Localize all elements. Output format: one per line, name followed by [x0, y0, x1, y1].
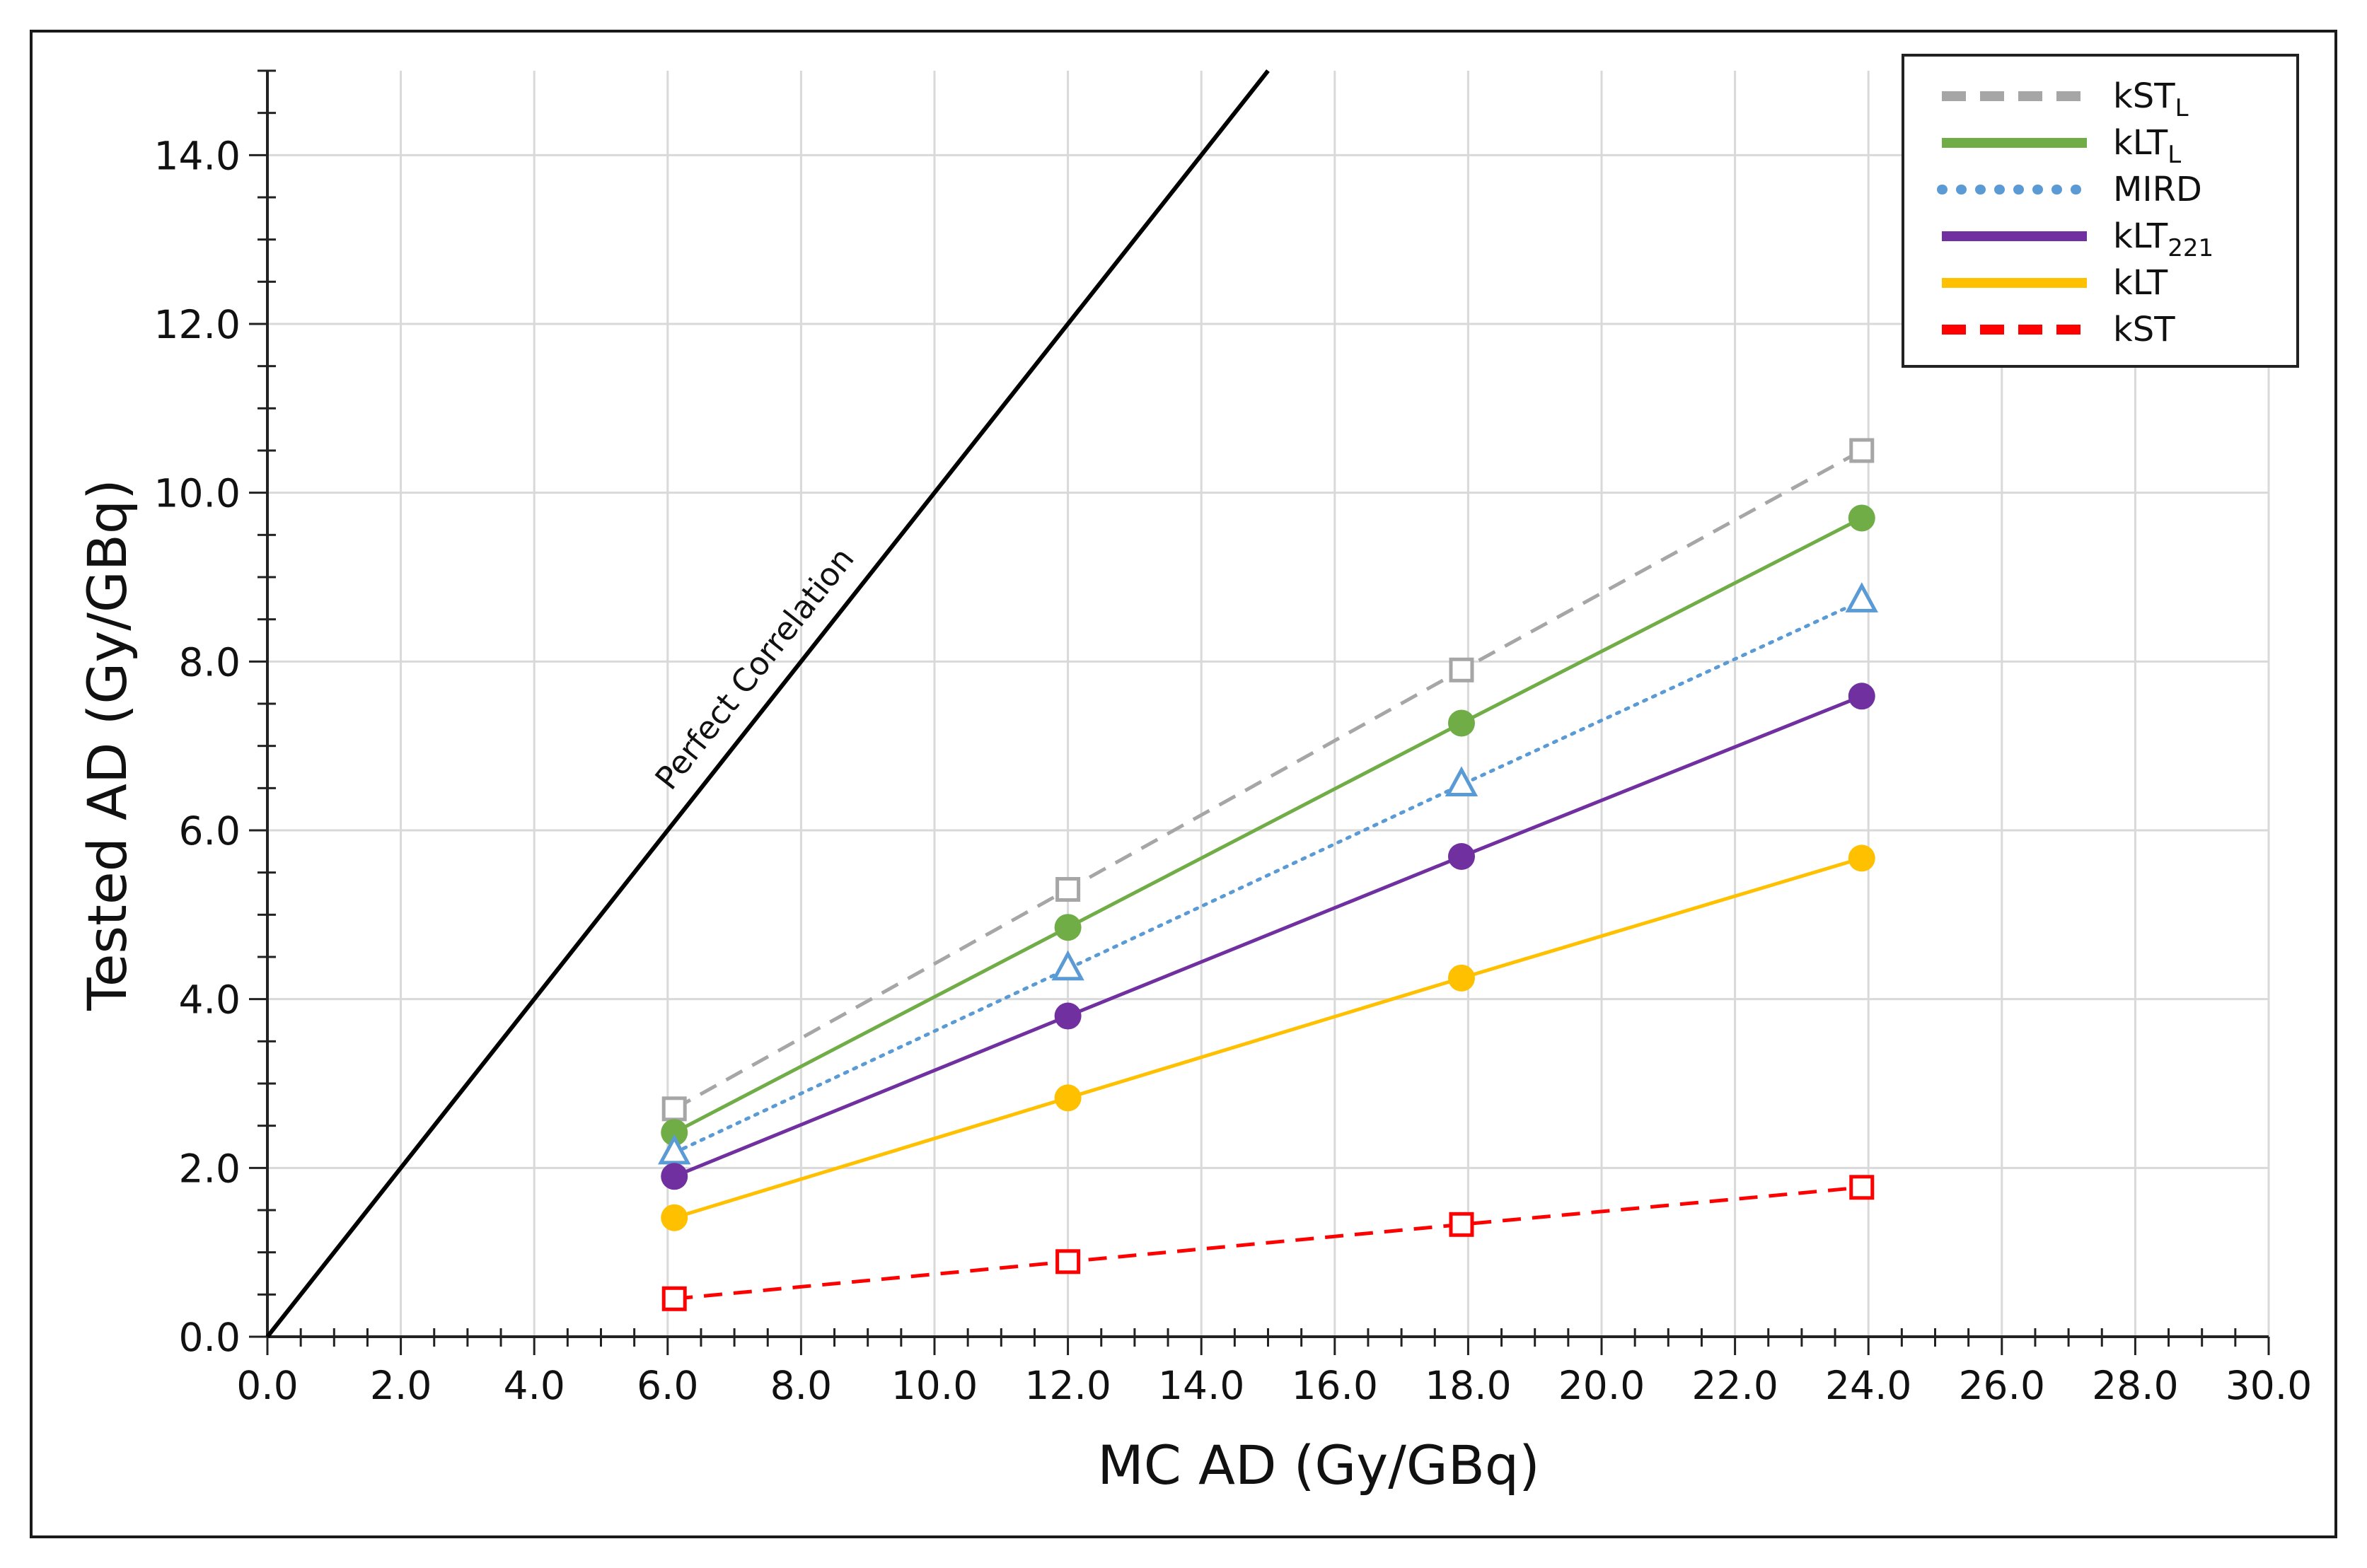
series-4	[661, 844, 1875, 1231]
tick-labels: 0.0 2.0 4.0 6.0 8.0 10.0 12.0 14.0 16.0 18.0 20.0 2…	[154, 133, 2313, 1408]
series-2	[658, 582, 1878, 1165]
y-tick-label: 14.0	[154, 133, 241, 178]
x-tick-label: 10.0	[891, 1363, 978, 1408]
series-3	[661, 683, 1875, 1190]
perfect-correlation-line	[265, 69, 1270, 1338]
data-point	[661, 1119, 688, 1146]
data-point	[1449, 1212, 1474, 1237]
data-point	[1849, 438, 1875, 463]
data-point	[1447, 842, 1475, 870]
series-group	[658, 438, 1878, 1311]
y-axis-title: Tested AD (Gy/GBq)	[76, 479, 139, 1011]
data-point	[1051, 950, 1084, 981]
series-line	[673, 694, 1863, 1178]
x-tick-label: 8.0	[770, 1363, 832, 1408]
figure-frame	[30, 30, 2337, 1538]
legend-label-subscript: 221	[2168, 234, 2213, 262]
reference-line-group: Perfect Correlation	[265, 69, 1270, 1338]
series-line	[672, 598, 1864, 1155]
data-point	[1055, 1249, 1081, 1274]
x-tick-label: 30.0	[2226, 1363, 2312, 1408]
data-point	[661, 1163, 688, 1190]
legend-box	[1902, 54, 2299, 368]
data-point	[1054, 1084, 1082, 1112]
legend-label: kLT	[2113, 263, 2168, 303]
x-tick-label: 6.0	[637, 1363, 698, 1408]
x-tick-label: 18.0	[1425, 1363, 1511, 1408]
x-tick-label: 16.0	[1292, 1363, 1378, 1408]
x-tick-label: 14.0	[1158, 1363, 1244, 1408]
y-tick-label: 0.0	[179, 1315, 241, 1360]
x-tick-label: 22.0	[1691, 1363, 1778, 1408]
y-tick-label: 10.0	[154, 471, 241, 516]
y-tick-label: 6.0	[179, 808, 241, 854]
data-point	[661, 1204, 688, 1231]
data-point	[1447, 964, 1475, 992]
data-point	[1449, 657, 1474, 683]
perfect-correlation-label: Perfect Correlation	[648, 540, 862, 796]
data-point	[1055, 877, 1081, 902]
series-1	[661, 504, 1875, 1146]
series-line	[673, 1185, 1863, 1301]
x-tick-label: 2.0	[370, 1363, 432, 1408]
x-tick-label: 4.0	[503, 1363, 565, 1408]
x-tick-label: 24.0	[1825, 1363, 1911, 1408]
axes	[266, 71, 2269, 1338]
data-point	[1054, 1002, 1082, 1030]
x-tick-label: 0.0	[236, 1363, 298, 1408]
data-point	[661, 1096, 687, 1122]
x-tick-label: 26.0	[1959, 1363, 2045, 1408]
y-tick-label: 8.0	[179, 639, 241, 685]
legend-label: MIRD	[2113, 170, 2202, 209]
data-point	[1848, 683, 1875, 710]
series-line	[673, 856, 1863, 1220]
data-point	[1447, 709, 1475, 737]
series-5	[661, 1175, 1875, 1311]
data-point	[1054, 914, 1082, 941]
x-tick-label: 28.0	[2092, 1363, 2178, 1408]
y-tick-label: 12.0	[154, 302, 241, 347]
x-tick-label: 20.0	[1558, 1363, 1645, 1408]
x-axis-title: MC AD (Gy/GBq)	[1097, 1434, 1540, 1497]
data-point	[1849, 1175, 1875, 1200]
data-point	[1848, 844, 1875, 872]
data-point	[1845, 582, 1878, 612]
series-line	[673, 516, 1863, 1134]
data-point	[1445, 766, 1478, 797]
legend-label-subscript: L	[2168, 141, 2181, 169]
legend-label: kST	[2113, 310, 2175, 349]
data-point	[1848, 504, 1875, 532]
data-point	[658, 1134, 691, 1165]
y-tick-label: 4.0	[179, 977, 241, 1023]
legend-label-subscript: L	[2175, 94, 2189, 122]
legend-label: kLT221	[2113, 216, 2213, 262]
series-0	[661, 438, 1875, 1122]
y-tick-label: 2.0	[179, 1146, 241, 1191]
series-line	[673, 448, 1863, 1110]
data-point	[661, 1286, 687, 1311]
x-tick-label: 12.0	[1024, 1363, 1111, 1408]
